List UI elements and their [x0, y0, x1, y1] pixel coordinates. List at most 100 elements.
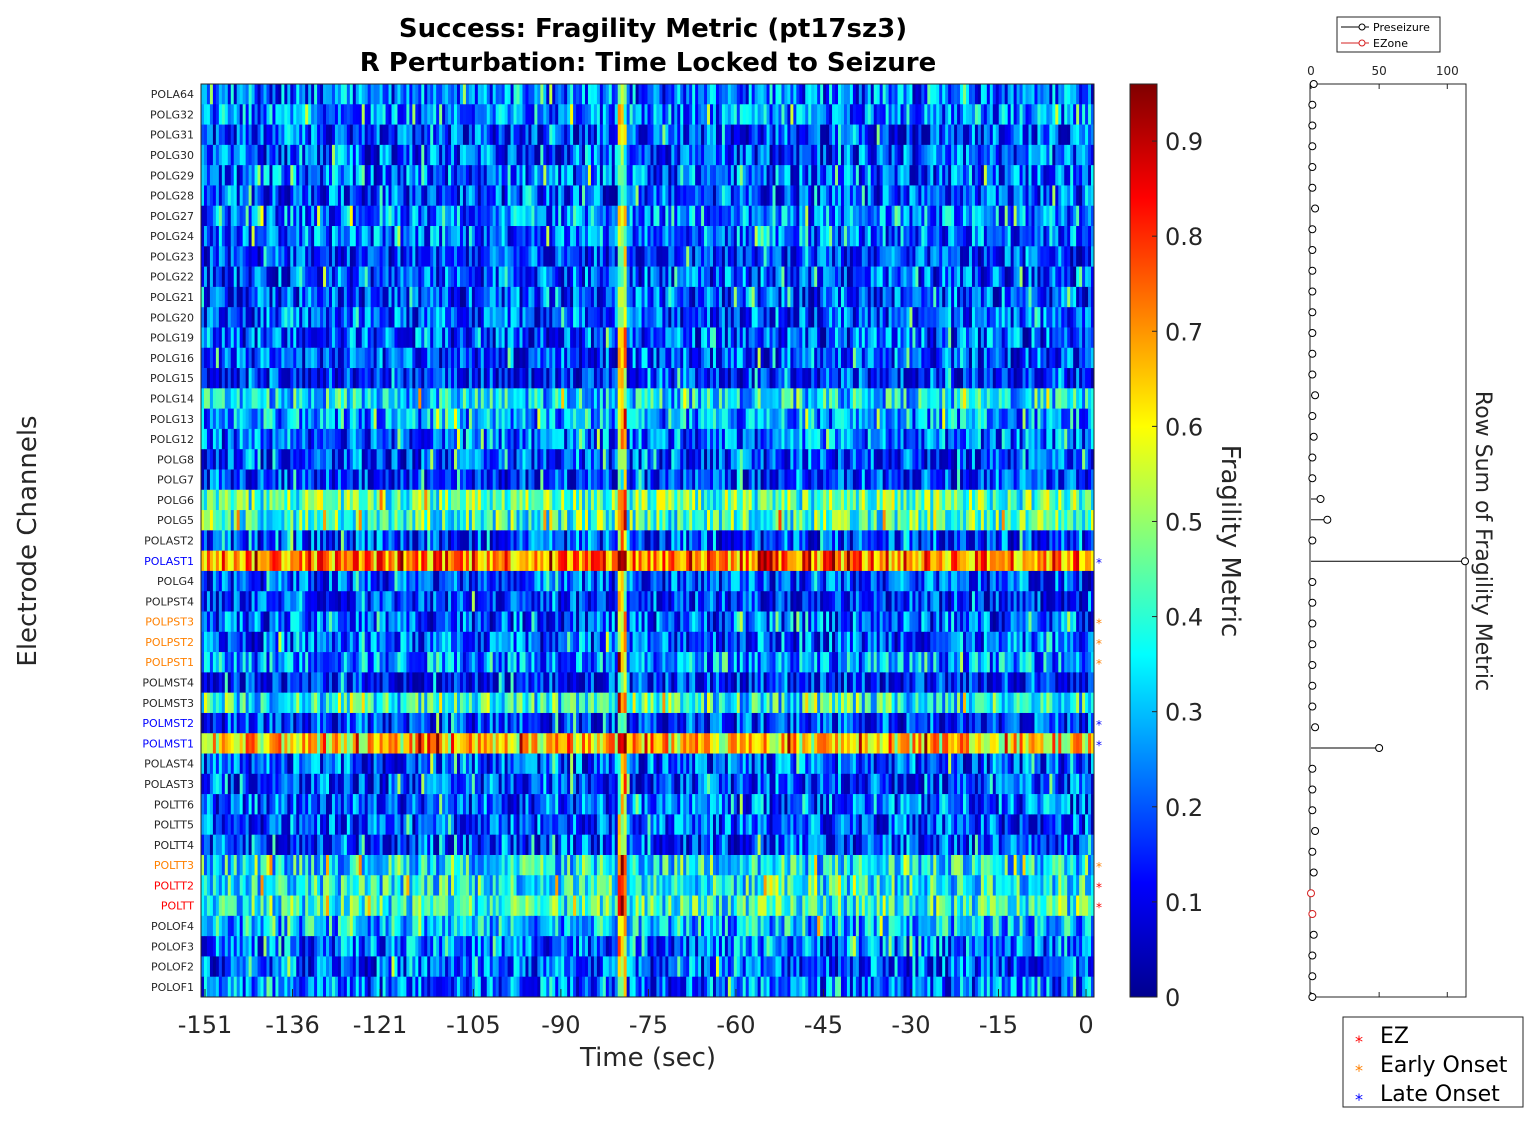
heatmap-cell: [1037, 125, 1040, 146]
heatmap-cell: [621, 206, 624, 227]
heatmap-cell: [731, 368, 734, 389]
heatmap-cell: [216, 388, 219, 409]
heatmap-cell: [642, 84, 645, 105]
heatmap-cell: [639, 348, 642, 369]
heatmap-cell: [490, 145, 493, 166]
heatmap-cell: [478, 226, 481, 247]
heatmap-cell: [475, 246, 478, 267]
heatmap-cell: [1046, 267, 1049, 288]
heatmap-cell: [915, 307, 918, 328]
heatmap-cell: [781, 348, 784, 369]
heatmap-cell: [778, 165, 781, 186]
heatmap-cell: [948, 165, 951, 186]
heatmap-cell: [1043, 388, 1046, 409]
heatmap-cell: [987, 145, 990, 166]
heatmap-cell: [272, 226, 275, 247]
heatmap-cell: [915, 104, 918, 125]
heatmap-cell: [344, 125, 347, 146]
heatmap-cell: [793, 145, 796, 166]
heatmap-cell: [880, 226, 883, 247]
heatmap-cell: [966, 226, 969, 247]
heatmap-cell: [591, 368, 594, 389]
heatmap-cell: [999, 388, 1002, 409]
heatmap-cell: [671, 185, 674, 206]
heatmap-cell: [377, 287, 380, 308]
heatmap-cell: [1023, 348, 1026, 369]
heatmap-cell: [856, 165, 859, 186]
heatmap-cell: [636, 307, 639, 328]
heatmap-cell: [972, 307, 975, 328]
heatmap-cell: [734, 287, 737, 308]
heatmap-cell: [1023, 165, 1026, 186]
heatmap-cell: [243, 125, 246, 146]
heatmap-cell: [880, 206, 883, 227]
heatmap-cell: [418, 185, 421, 206]
heatmap-cell: [314, 388, 317, 409]
heatmap-cell: [597, 267, 600, 288]
heatmap-cell: [296, 165, 299, 186]
heatmap-cell: [996, 165, 999, 186]
heatmap-cell: [936, 388, 939, 409]
heatmap-cell: [400, 104, 403, 125]
heatmap-cell: [368, 206, 371, 227]
heatmap-cell: [237, 409, 240, 430]
heatmap-cell: [942, 104, 945, 125]
heatmap-cell: [656, 287, 659, 308]
heatmap-cell: [1020, 307, 1023, 328]
heatmap-cell: [1034, 307, 1037, 328]
heatmap-row: [201, 388, 1094, 409]
heatmap-cell: [692, 125, 695, 146]
heatmap-cell: [335, 409, 338, 430]
heatmap-cell: [543, 226, 546, 247]
heatmap-cell: [633, 368, 636, 389]
heatmap-cell: [463, 327, 466, 348]
heatmap-cell: [969, 104, 972, 125]
heatmap-cell: [615, 84, 618, 105]
heatmap-cell: [389, 125, 392, 146]
heatmap-cell: [525, 185, 528, 206]
heatmap-cell: [915, 145, 918, 166]
heatmap-cell: [787, 145, 790, 166]
heatmap-cell: [543, 327, 546, 348]
heatmap-cell: [737, 165, 740, 186]
heatmap-cell: [249, 368, 252, 389]
heatmap-cell: [731, 145, 734, 166]
heatmap-cell: [213, 125, 216, 146]
heatmap-cell: [743, 348, 746, 369]
heatmap-cell: [344, 388, 347, 409]
heatmap-cell: [380, 185, 383, 206]
heatmap-cell: [642, 327, 645, 348]
heatmap-cell: [296, 388, 299, 409]
heatmap-cell: [627, 246, 630, 267]
heatmap-cell: [475, 368, 478, 389]
heatmap-cell: [758, 388, 761, 409]
heatmap-cell: [228, 348, 231, 369]
heatmap-cell: [275, 267, 278, 288]
heatmap-cell: [311, 307, 314, 328]
heatmap-cell: [204, 409, 207, 430]
heatmap-cell: [1031, 104, 1034, 125]
heatmap-cell: [924, 185, 927, 206]
heatmap-cell: [963, 267, 966, 288]
heatmap-cell: [567, 348, 570, 369]
heatmap-cell: [743, 307, 746, 328]
heatmap-cell: [1088, 348, 1091, 369]
heatmap-cell: [540, 206, 543, 227]
heatmap-cell: [1076, 84, 1079, 105]
heatmap-cell: [481, 104, 484, 125]
heatmap-cell: [1020, 104, 1023, 125]
heatmap-cell: [1002, 104, 1005, 125]
heatmap-cell: [531, 185, 534, 206]
heatmap-cell: [930, 125, 933, 146]
heatmap-cell: [909, 206, 912, 227]
heatmap-cell: [743, 84, 746, 105]
heatmap-cell: [790, 185, 793, 206]
heatmap-cell: [692, 348, 695, 369]
heatmap-cell: [927, 145, 930, 166]
heatmap-cell: [466, 84, 469, 105]
heatmap-cell: [838, 246, 841, 267]
heatmap-cell: [281, 409, 284, 430]
heatmap-cell: [993, 104, 996, 125]
heatmap-cell: [359, 388, 362, 409]
heatmap-cell: [585, 165, 588, 186]
